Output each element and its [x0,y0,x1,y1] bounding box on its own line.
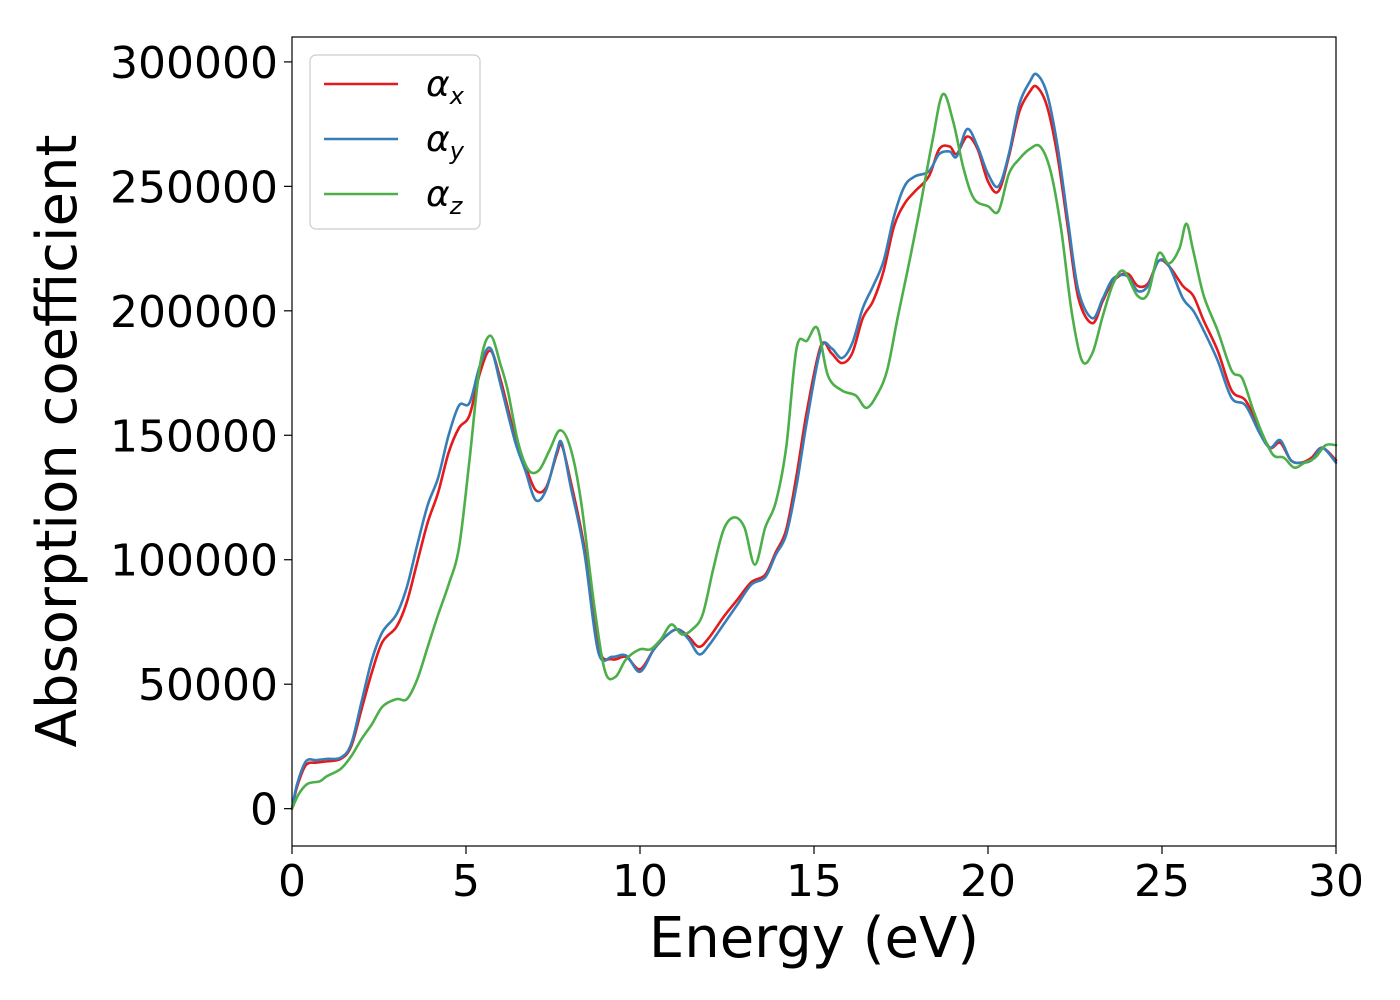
y-tick-label: 50000 [138,660,278,711]
y-tick-label: 300000 [110,38,278,89]
legend-box [309,54,481,230]
x-tick-label: 10 [612,856,668,907]
x-tick-label: 20 [960,856,1016,907]
series-line-y [290,72,1338,810]
series-line-z [290,92,1338,810]
series-layer [290,72,1338,810]
x-axis-title: Energy (eV) [649,906,979,971]
x-axis: 0 5 10 15 20 25 30 [278,846,1364,907]
y-tick-label: 200000 [110,287,278,338]
x-tick-label: 0 [278,856,306,907]
y-tick-label: 100000 [110,536,278,587]
x-tick-label: 15 [786,856,842,907]
x-tick-label: 5 [452,856,480,907]
x-tick-label: 30 [1308,856,1364,907]
y-tick-label: 250000 [110,162,278,213]
y-axis: 0 50000 100000 150000 200000 250000 300000 [110,38,292,836]
legend-label-z: αz [426,174,464,220]
y-axis-title: Absorption coefficient [25,135,90,748]
y-tick-label: 150000 [110,411,278,462]
x-tick-label: 25 [1134,856,1190,907]
y-tick-label: 0 [250,785,278,836]
